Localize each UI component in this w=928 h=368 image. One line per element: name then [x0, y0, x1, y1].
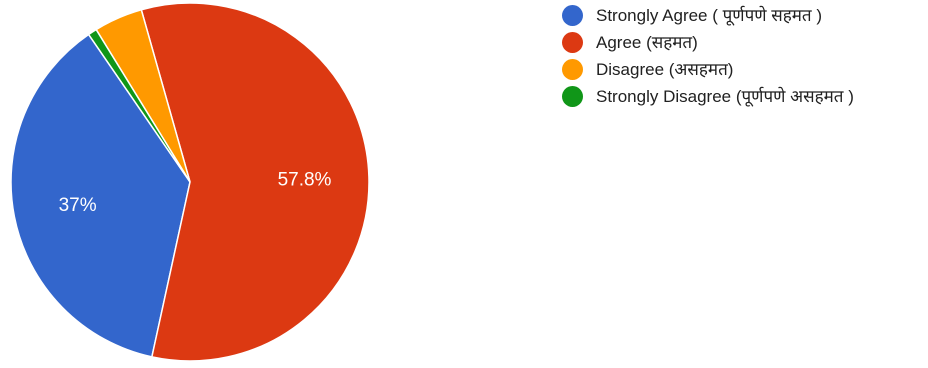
legend-label-0: Strongly Agree ( पूर्णपणे सहमत ) — [596, 6, 822, 25]
legend-label-2: Disagree (असहमत) — [596, 60, 734, 79]
pie-slice-3 — [87, 28, 191, 183]
legend-swatch-2 — [562, 59, 583, 80]
pie-slice-0 — [10, 33, 191, 358]
pie-chart: 37% 57.8% — [10, 2, 370, 362]
slice-value-label-1: 57.8% — [278, 170, 332, 191]
slice-value-label-0: 37% — [59, 195, 97, 216]
pie-slice-1 — [140, 2, 370, 362]
legend-label-1: Agree (सहमत) — [596, 33, 698, 52]
legend-swatch-3 — [562, 86, 583, 107]
legend-swatch-1 — [562, 32, 583, 53]
pie-value-labels: 37% 57.8% — [59, 170, 332, 217]
legend-label-3: Strongly Disagree (पूर्णपणे असहमत ) — [596, 87, 854, 106]
pie-slices — [10, 2, 370, 362]
legend-item-3: Strongly Disagree (पूर्णपणे असहमत ) — [562, 83, 924, 110]
legend-item-2: Disagree (असहमत) — [562, 56, 924, 83]
legend-item-1: Agree (सहमत) — [562, 29, 924, 56]
legend-item-0: Strongly Agree ( पूर्णपणे सहमत ) — [562, 2, 924, 29]
legend-swatch-0 — [562, 5, 583, 26]
chart-legend: Strongly Agree ( पूर्णपणे सहमत ) Agree (स… — [562, 2, 924, 110]
